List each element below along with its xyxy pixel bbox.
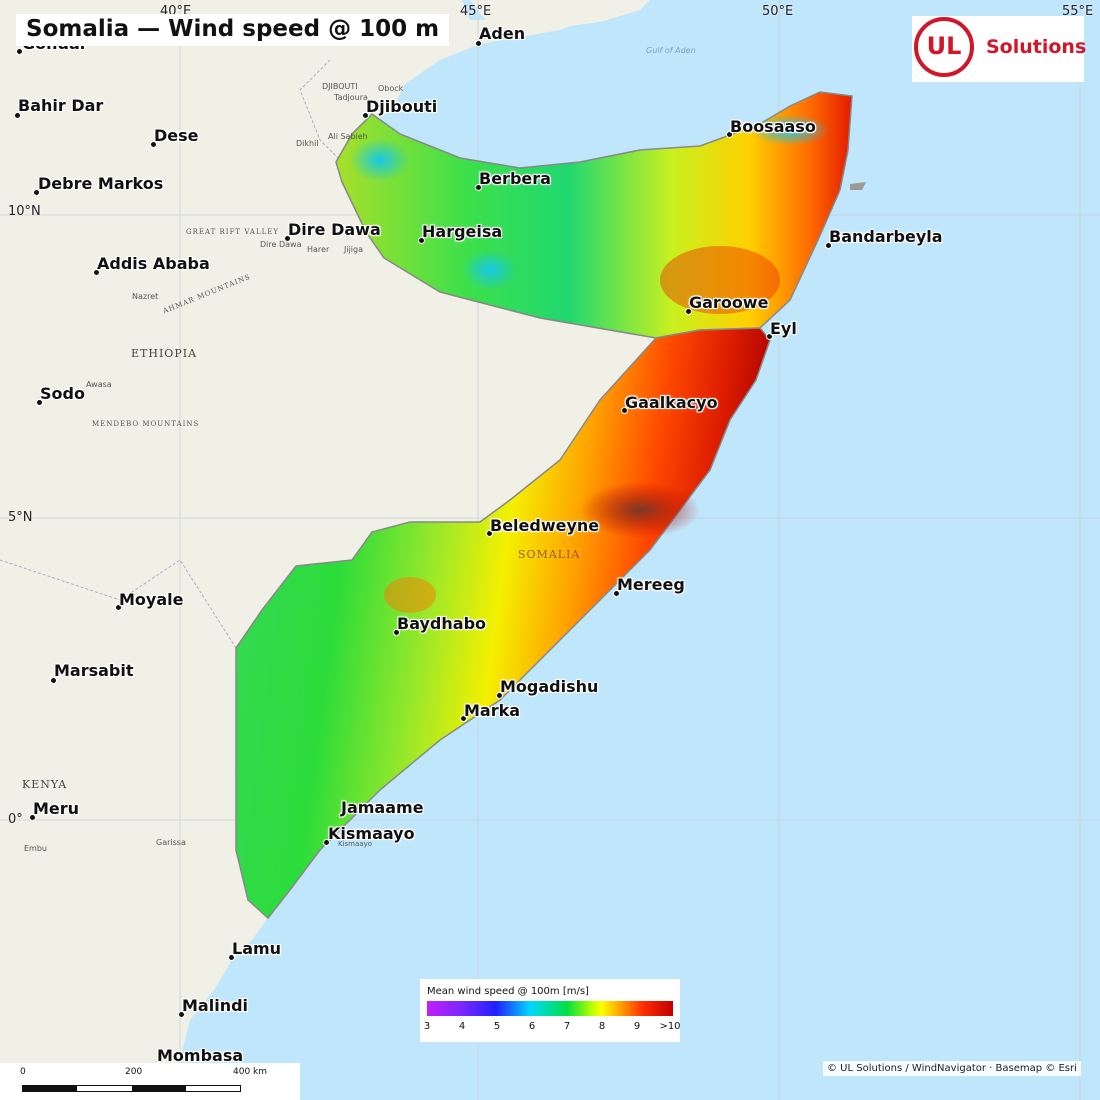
basemap-label-tadjoura: Tadjoura — [334, 93, 368, 102]
lat-label-5: 5°N — [8, 510, 33, 525]
map-title: Somalia — Wind speed @ 100 m — [16, 14, 450, 46]
basemap-label-dire-dawa: Dire Dawa — [260, 240, 302, 249]
scale-segments — [22, 1085, 241, 1092]
legend-tick-9: 9 — [633, 1021, 641, 1032]
legend-tick-7: 7 — [563, 1021, 571, 1032]
lat-label-0: 0° — [8, 812, 23, 827]
legend-tick-3: 3 — [423, 1021, 431, 1032]
country-label-kenya: KENYA — [22, 778, 68, 791]
legend-tick-6: 6 — [528, 1021, 536, 1032]
country-label-ethiopia: ETHIOPIA — [131, 347, 198, 360]
scale-label-200: 200 — [125, 1067, 143, 1077]
scale-label-0: 0 — [20, 1067, 26, 1077]
basemap-label-dikhil: Dikhil — [296, 139, 319, 148]
ul-logo-mark: UL — [914, 17, 974, 77]
basemap-label-obock: Obock — [378, 84, 404, 93]
country-label-somalia: SOMALIA — [518, 548, 581, 561]
basemap-label-jijiga: Jijiga — [344, 245, 364, 254]
legend-title: Mean wind speed @ 100m [m/s] — [427, 986, 589, 997]
basemap-label-embu: Embu — [24, 844, 47, 853]
lon-label-55: 55°E — [1062, 4, 1094, 19]
basemap-label-kismaayo: Kismaayo — [338, 840, 373, 848]
legend-tick-5: 5 — [493, 1021, 501, 1032]
scale-bar: 0 200 400 km — [0, 1063, 300, 1100]
wind-speed-legend: Mean wind speed @ 100m [m/s] 3 4 5 6 7 8… — [420, 979, 681, 1042]
basemap-label-ali-sabieh: Ali Sabieh — [328, 132, 368, 141]
ul-logo-word: Solutions — [986, 36, 1087, 58]
basemap-label-gulf-of-aden: Gulf of Aden — [646, 46, 696, 55]
scale-label-400: 400 km — [233, 1067, 268, 1077]
ul-solutions-logo: UL Solutions — [912, 16, 1087, 82]
legend-color-bar — [427, 1001, 673, 1016]
basemap-label-awasa: Awasa — [86, 380, 112, 389]
legend-tick-4: 4 — [458, 1021, 466, 1032]
legend-tick-10: >10 — [659, 1021, 681, 1032]
basemap-label-djibouti-country: DJIBOUTI — [322, 82, 358, 91]
lon-label-45: 45°E — [460, 4, 492, 19]
basemap-label-mendebo-mountains: MENDEBO MOUNTAINS — [92, 420, 200, 428]
basemap-label-harer: Harer — [307, 245, 330, 254]
lat-label-10: 10°N — [8, 204, 41, 219]
attribution: © UL Solutions / WindNavigator · Basemap… — [823, 1061, 1081, 1076]
lon-label-50: 50°E — [762, 4, 794, 19]
basemap-label-great-rift-valley: GREAT RIFT VALLEY — [186, 228, 279, 236]
basemap-label-nazret: Nazret — [132, 292, 159, 301]
legend-tick-8: 8 — [598, 1021, 606, 1032]
basemap-label-garissa: Garissa — [156, 838, 186, 847]
